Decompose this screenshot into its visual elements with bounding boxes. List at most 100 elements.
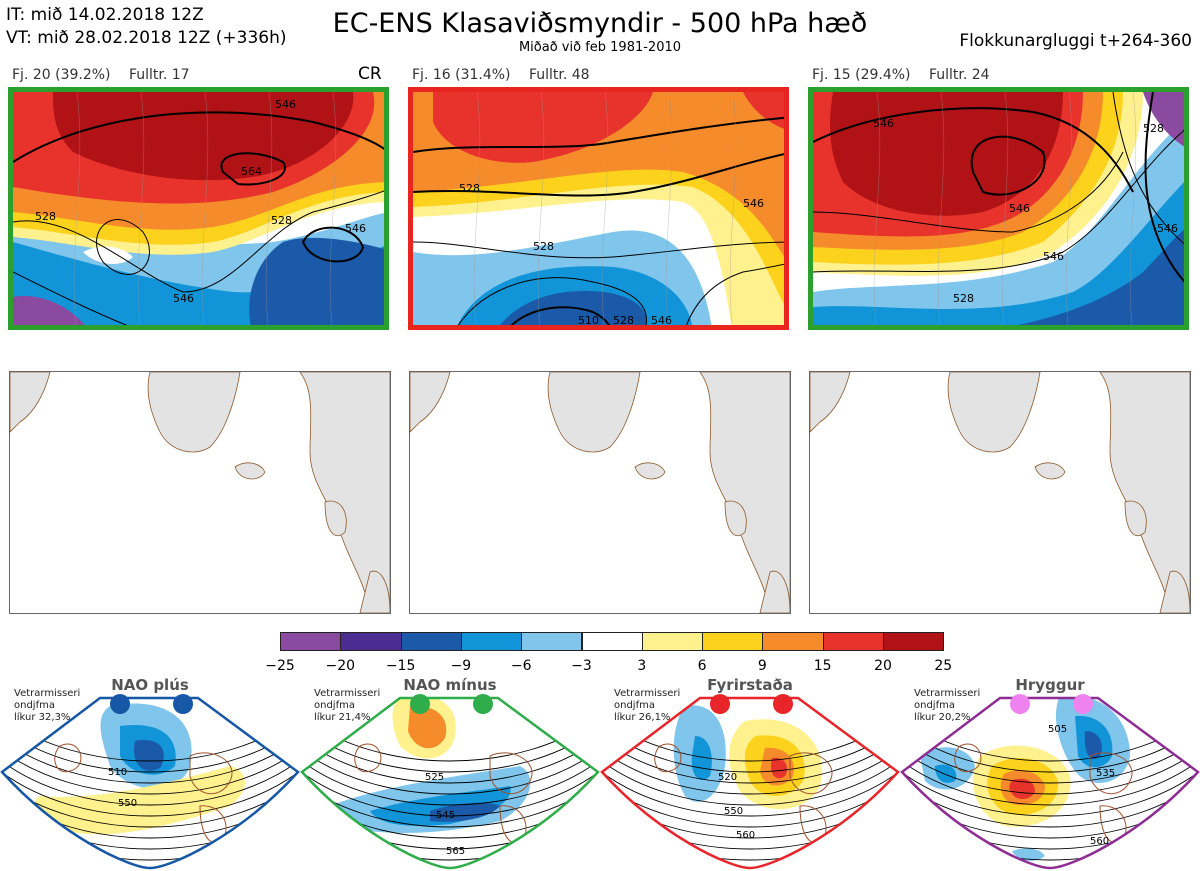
regime-contour-label: 560	[1090, 836, 1109, 847]
blank-map-2	[409, 371, 791, 614]
contour-label: 546	[345, 222, 366, 235]
regime-3-note-line: Vetrarmisseri	[614, 688, 681, 699]
colorbar-cell	[762, 632, 824, 651]
colorbar-cell	[460, 632, 523, 651]
regime-contour-label: 535	[1096, 768, 1115, 779]
contour-label: 528	[1143, 122, 1164, 135]
blank-map-3	[809, 371, 1191, 614]
colorbar-tick-label: 6	[697, 658, 707, 674]
contour-label: 528	[533, 240, 554, 253]
colorbar-tick-label: 20	[874, 658, 892, 674]
panel-1-tag: CR	[358, 64, 382, 84]
contour-label: 546	[651, 314, 672, 327]
colorbar-cell	[702, 632, 764, 651]
colorbar-cell	[521, 632, 583, 651]
regime-1-note-line: Vetrarmisseri	[14, 688, 81, 699]
regime-dot	[1073, 694, 1093, 714]
page-subtitle: Miðað við feb 1981-2010	[518, 40, 682, 55]
contour-label: 528	[459, 182, 480, 195]
regime-dot	[110, 694, 130, 714]
colorbar-cell	[400, 632, 462, 651]
regime-dot	[773, 694, 793, 714]
contour-label: 528	[35, 210, 56, 223]
panel-3-label: Fj. 15 (29.4%) Fulltr. 24	[812, 67, 1004, 83]
panel-2-label: Fj. 16 (31.4%) Fulltr. 48	[412, 67, 604, 83]
classification-window: Flokkunargluggi t+264-360	[959, 31, 1192, 51]
regime-contour-label: 510	[108, 767, 127, 778]
contour-label: 546	[173, 292, 194, 305]
regime-4-note-line: Vetrarmisseri	[914, 688, 981, 699]
regime-2-note-line: ondjfma	[314, 700, 355, 711]
cluster-map-2: 528 528 546 528 510 546	[408, 87, 789, 330]
regime-blocking: Vetrarmisseri ondjfma líkur 26,1% Fyrirs…	[600, 676, 900, 871]
regime-contour-label: 560	[736, 830, 755, 841]
colorbar-tick-label: −9	[450, 658, 472, 674]
regime-3-note-line: líkur 26,1%	[614, 712, 671, 723]
contour-label: 546	[1043, 250, 1064, 263]
regime-2-note: Vetrarmisseri ondjfma líkur 21,4%	[314, 688, 380, 724]
regime-dot	[710, 694, 730, 714]
contour-label: 528	[271, 214, 292, 227]
initial-time: IT: mið 14.02.2018 12Z	[6, 5, 204, 25]
contour-label: 546	[275, 98, 296, 111]
regime-dot	[473, 694, 493, 714]
panel-3-rep: Fulltr. 24	[928, 67, 990, 83]
regime-1-note: Vetrarmisseri ondjfma líkur 32,3%	[14, 688, 80, 724]
contour-label: 528	[953, 292, 974, 305]
regime-4-title: Hryggur	[1015, 676, 1085, 694]
regime-contour-label: 505	[1048, 724, 1067, 735]
colorbar-cell	[340, 632, 402, 651]
contour-label: 546	[1157, 222, 1178, 235]
panel-1-count: Fj. 20 (39.2%)	[12, 67, 111, 83]
colorbar-tick-label: −3	[571, 658, 592, 674]
colorbar-cell	[822, 632, 884, 651]
colorbar-cell	[581, 632, 643, 651]
regime-4-note: Vetrarmisseri ondjfma líkur 20,2%	[914, 688, 980, 724]
regime-contour-label: 525	[425, 772, 444, 783]
contour-label: 546	[873, 117, 894, 130]
regime-3-note-line: ondjfma	[614, 700, 655, 711]
regime-nao-minus: Vetrarmisseri ondjfma líkur 21,4% NAO mí…	[300, 676, 600, 871]
regime-3-title: Fyrirstaða	[707, 676, 793, 694]
regime-contour-label: 545	[436, 810, 455, 821]
colorbar-cell	[883, 632, 945, 651]
contour-label: 510	[578, 314, 599, 327]
regime-nao-plus: Vetrarmisseri ondjfma líkur 32,3% NAO pl…	[0, 676, 300, 871]
regime-2-title: NAO mínus	[403, 676, 497, 694]
blank-map-1	[9, 371, 391, 614]
panel-3-count: Fj. 15 (29.4%)	[812, 67, 911, 83]
contour-label: 564	[241, 165, 262, 178]
contour-label: 546	[743, 197, 764, 210]
colorbar-tick-label: 15	[813, 658, 832, 674]
contour-label: 528	[613, 314, 634, 327]
colorbar-tick-label: 3	[637, 658, 647, 674]
colorbar-cell	[280, 632, 342, 651]
panel-2-rep: Fulltr. 48	[528, 67, 590, 83]
regime-contour-label: 565	[446, 846, 465, 857]
colorbar-tick-label: −15	[385, 658, 416, 674]
regime-3-note: Vetrarmisseri ondjfma líkur 26,1%	[614, 688, 680, 724]
colorbar-tick-label: 25	[934, 658, 953, 674]
colorbar-tick-label: −6	[510, 658, 532, 674]
panel-1-rep: Fulltr. 17	[128, 67, 190, 83]
cluster-map-3: 546 546 528 546 528 546	[808, 87, 1189, 330]
regime-2-note-line: líkur 21,4%	[314, 712, 371, 723]
regime-4-note-line: líkur 20,2%	[914, 712, 971, 723]
header-info: IT: mið 14.02.2018 12Z VT: mið 28.02.201…	[6, 4, 287, 50]
regime-4-note-line: ondjfma	[914, 700, 955, 711]
colorbar-tick-label: 9	[757, 658, 767, 674]
colorbar-tick-label: −20	[325, 658, 356, 674]
regime-1-note-line: ondjfma	[14, 700, 55, 711]
regime-1-title: NAO plús	[111, 676, 189, 694]
panel-2-count: Fj. 16 (31.4%)	[412, 67, 511, 83]
colorbar-tick-label: −25	[265, 658, 295, 674]
contour-label: 546	[1009, 202, 1030, 215]
colorbar-cell	[641, 632, 704, 651]
regime-ridge: Vetrarmisseri ondjfma líkur 20,2% Hryggu…	[900, 676, 1200, 871]
regime-2-note-line: Vetrarmisseri	[314, 688, 381, 699]
regime-contour-label: 550	[118, 798, 137, 809]
regime-dot	[1010, 694, 1030, 714]
valid-time: VT: mið 28.02.2018 12Z (+336h)	[6, 28, 287, 48]
panel-1-label: Fj. 20 (39.2%) Fulltr. 17	[12, 67, 204, 83]
regime-dot	[410, 694, 430, 714]
